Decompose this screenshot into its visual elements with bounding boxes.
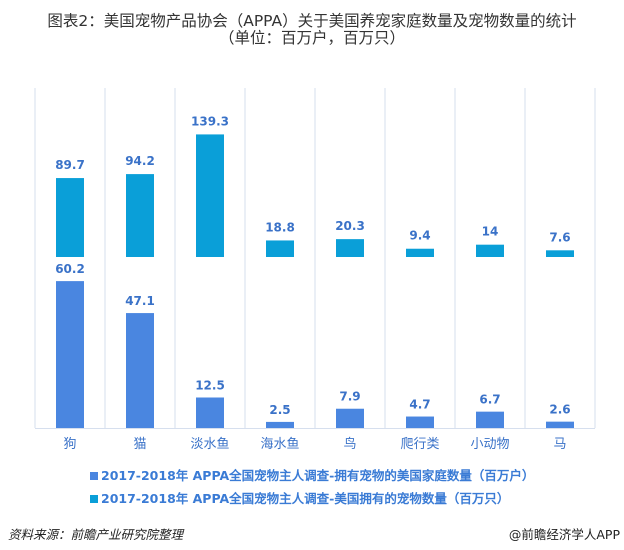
data-label-households: 7.9	[339, 390, 360, 404]
category-label: 鸟	[343, 436, 356, 452]
data-label-pets: 14	[482, 225, 499, 239]
bar-pets	[336, 239, 364, 257]
data-label-households: 47.1	[125, 294, 155, 308]
legend-swatch	[90, 472, 98, 480]
category-label: 狗	[63, 437, 76, 452]
legend-label: 2017-2018年 APPA全国宠物主人调查-拥有宠物的美国家庭数量（百万户）	[101, 468, 535, 483]
category-label: 马	[553, 437, 566, 452]
bar-households	[196, 397, 224, 428]
legend-label: 2017-2018年 APPA全国宠物主人调查-美国拥有的宠物数量（百万只）	[101, 491, 510, 506]
chart-subtitle: （单位：百万户，百万只）	[218, 29, 405, 47]
data-label-households: 6.7	[479, 393, 500, 407]
bar-households	[406, 416, 434, 428]
legend-item-households: 2017-2018年 APPA全国宠物主人调查-拥有宠物的美国家庭数量（百万户）	[90, 465, 534, 484]
legend-item-pets: 2017-2018年 APPA全国宠物主人调查-美国拥有的宠物数量（百万只）	[90, 488, 509, 507]
bar-households	[126, 313, 154, 428]
bar-households	[546, 421, 574, 428]
brand-credit: @前瞻经济学人APP	[508, 527, 620, 542]
bar-pets	[196, 134, 224, 257]
bar-pets	[56, 178, 84, 257]
bar-pets	[546, 250, 574, 257]
data-label-households: 2.6	[549, 403, 570, 417]
category-label: 海水鱼	[260, 436, 299, 452]
bar-pets	[476, 244, 504, 257]
data-label-households: 2.5	[269, 403, 290, 417]
data-label-households: 4.7	[409, 398, 430, 412]
legend-swatch	[90, 495, 98, 503]
category-label: 小动物	[470, 437, 509, 452]
data-label-pets: 94.2	[125, 154, 155, 168]
data-label-households: 12.5	[195, 379, 225, 393]
bar-households	[476, 411, 504, 428]
source-note: 资料来源：前瞻产业研究院整理	[8, 527, 184, 542]
data-label-pets: 18.8	[265, 220, 295, 234]
bar-pets	[266, 240, 294, 257]
data-label-households: 60.2	[55, 262, 85, 276]
data-label-pets: 9.4	[409, 229, 430, 243]
bar-households	[266, 421, 294, 428]
plot-area: 60.2 89.7 狗 47.1 94.2 猫 12.5 139.3 淡水鱼 2.5 18.8 海水鱼…	[34, 88, 596, 452]
chart-title: 图表2：美国宠物产品协会（APPA）关于美国养宠家庭数量及宠物数量的统计	[47, 12, 577, 30]
category-label: 淡水鱼	[190, 436, 229, 452]
data-label-pets: 139.3	[191, 114, 229, 128]
data-label-pets: 20.3	[335, 219, 365, 233]
bar-pets	[126, 174, 154, 257]
bar-households	[336, 408, 364, 428]
data-label-pets: 89.7	[55, 158, 85, 172]
category-label: 爬行类	[400, 437, 439, 452]
data-label-pets: 7.6	[549, 230, 570, 244]
category-label: 猫	[133, 437, 146, 452]
bar-pets	[406, 248, 434, 257]
bar-households	[56, 281, 84, 428]
